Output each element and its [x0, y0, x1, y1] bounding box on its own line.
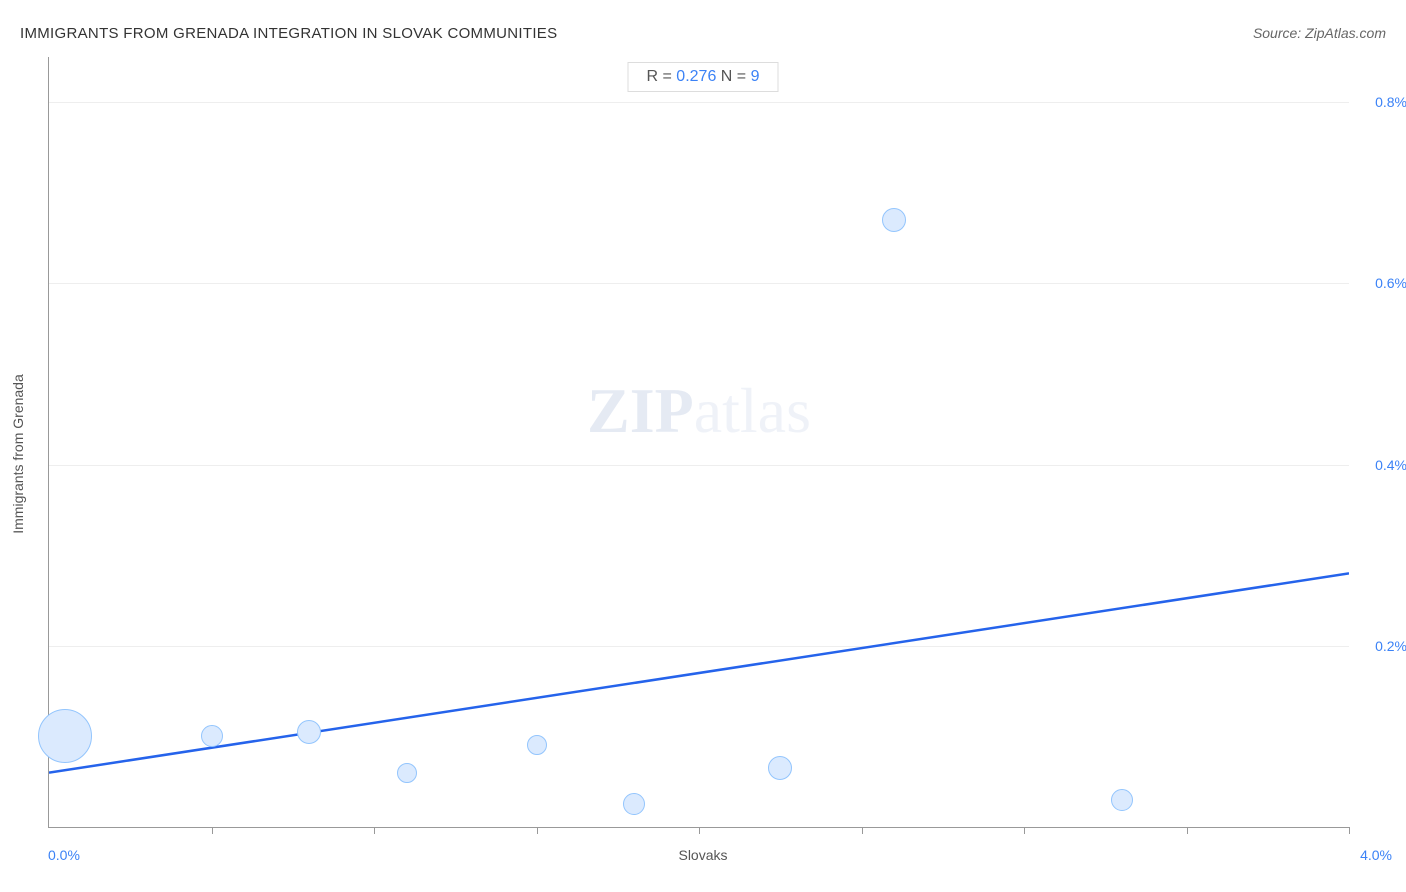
scatter-point: [38, 709, 92, 763]
x-min-label: 0.0%: [48, 847, 80, 863]
x-tick: [1349, 827, 1350, 834]
x-axis-title: Slovaks: [678, 847, 727, 863]
x-tick: [537, 827, 538, 834]
y-tick-label: 0.8%: [1375, 94, 1406, 110]
gridline-h: [49, 102, 1349, 103]
x-tick: [862, 827, 863, 834]
r-value: 0.276: [676, 68, 716, 85]
source-text: Source: ZipAtlas.com: [1253, 25, 1386, 41]
scatter-point: [623, 793, 645, 815]
scatter-point: [397, 763, 417, 783]
x-max-label: 4.0%: [1360, 847, 1392, 863]
scatter-point: [297, 720, 321, 744]
gridline-h: [49, 646, 1349, 647]
stats-box: R = 0.276 N = 9: [628, 62, 779, 92]
plot-area: ZIPatlas 0.2%0.4%0.6%0.8%: [48, 57, 1349, 828]
scatter-point: [1111, 789, 1133, 811]
gridline-h: [49, 465, 1349, 466]
n-value: 9: [751, 68, 760, 85]
chart-title: IMMIGRANTS FROM GRENADA INTEGRATION IN S…: [20, 25, 557, 42]
trendline: [49, 57, 1349, 827]
x-tick: [1024, 827, 1025, 834]
y-tick-label: 0.4%: [1375, 457, 1406, 473]
x-tick: [1187, 827, 1188, 834]
watermark: ZIPatlas: [587, 374, 811, 448]
gridline-h: [49, 283, 1349, 284]
scatter-point: [882, 208, 906, 232]
scatter-point: [768, 756, 792, 780]
scatter-point: [527, 735, 547, 755]
r-label: R =: [647, 68, 677, 85]
scatter-point: [201, 725, 223, 747]
n-label: N =: [721, 68, 751, 85]
x-tick: [212, 827, 213, 834]
x-tick: [699, 827, 700, 834]
y-tick-label: 0.6%: [1375, 275, 1406, 291]
y-axis-title: Immigrants from Grenada: [10, 374, 26, 534]
y-tick-label: 0.2%: [1375, 638, 1406, 654]
x-tick: [374, 827, 375, 834]
